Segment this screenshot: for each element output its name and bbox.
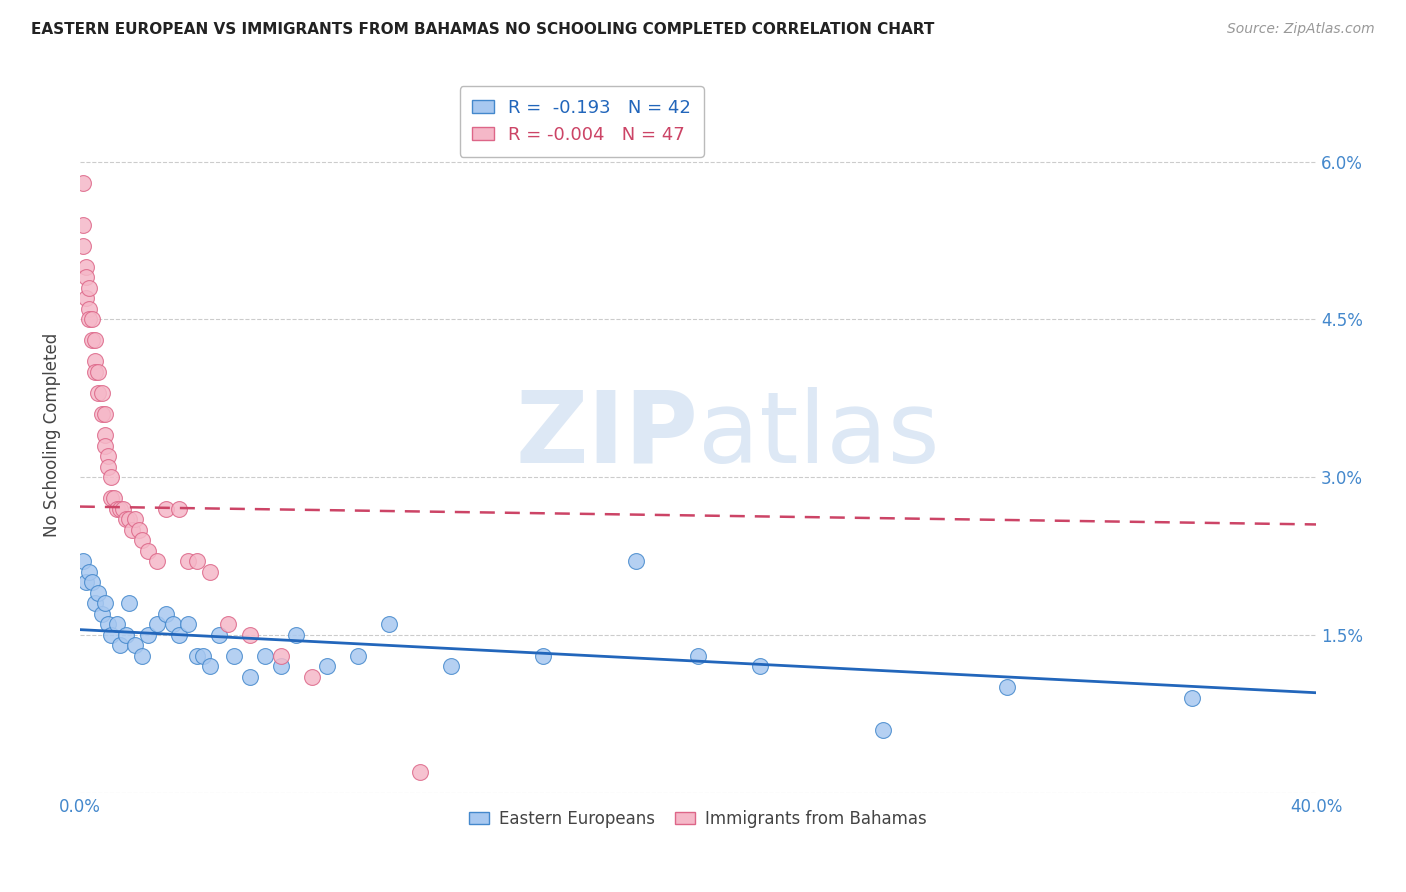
- Point: [316, 659, 339, 673]
- Point: [136, 628, 159, 642]
- Text: atlas: atlas: [697, 386, 939, 483]
- Point: [128, 523, 150, 537]
- Point: [103, 491, 125, 505]
- Point: [177, 617, 200, 632]
- Point: [155, 607, 177, 621]
- Point: [186, 554, 208, 568]
- Point: [378, 617, 401, 632]
- Point: [75, 291, 97, 305]
- Point: [90, 607, 112, 621]
- Point: [115, 628, 138, 642]
- Point: [167, 501, 190, 516]
- Legend: Eastern Europeans, Immigrants from Bahamas: Eastern Europeans, Immigrants from Baham…: [463, 803, 934, 834]
- Point: [217, 617, 239, 632]
- Point: [82, 575, 104, 590]
- Point: [77, 565, 100, 579]
- Point: [198, 565, 221, 579]
- Point: [84, 354, 107, 368]
- Point: [84, 365, 107, 379]
- Point: [270, 659, 292, 673]
- Point: [75, 575, 97, 590]
- Point: [224, 648, 246, 663]
- Point: [87, 586, 110, 600]
- Text: Source: ZipAtlas.com: Source: ZipAtlas.com: [1227, 22, 1375, 37]
- Point: [72, 554, 94, 568]
- Point: [686, 648, 709, 663]
- Point: [121, 523, 143, 537]
- Point: [186, 648, 208, 663]
- Point: [72, 176, 94, 190]
- Point: [82, 312, 104, 326]
- Point: [82, 334, 104, 348]
- Point: [118, 512, 141, 526]
- Point: [84, 334, 107, 348]
- Point: [100, 470, 122, 484]
- Point: [239, 628, 262, 642]
- Point: [84, 596, 107, 610]
- Point: [77, 312, 100, 326]
- Point: [440, 659, 463, 673]
- Point: [105, 501, 128, 516]
- Point: [285, 628, 308, 642]
- Point: [155, 501, 177, 516]
- Point: [301, 670, 323, 684]
- Point: [254, 648, 277, 663]
- Point: [124, 512, 146, 526]
- Point: [112, 501, 135, 516]
- Point: [995, 681, 1018, 695]
- Point: [90, 386, 112, 401]
- Point: [108, 501, 131, 516]
- Point: [208, 628, 231, 642]
- Point: [270, 648, 292, 663]
- Point: [115, 512, 138, 526]
- Point: [108, 639, 131, 653]
- Point: [239, 670, 262, 684]
- Point: [198, 659, 221, 673]
- Point: [90, 407, 112, 421]
- Point: [533, 648, 555, 663]
- Point: [131, 533, 153, 548]
- Point: [146, 554, 169, 568]
- Point: [72, 238, 94, 252]
- Point: [87, 365, 110, 379]
- Point: [75, 260, 97, 274]
- Point: [162, 617, 184, 632]
- Point: [1181, 691, 1204, 706]
- Point: [409, 764, 432, 779]
- Point: [75, 270, 97, 285]
- Point: [93, 596, 115, 610]
- Point: [97, 459, 120, 474]
- Point: [97, 617, 120, 632]
- Text: EASTERN EUROPEAN VS IMMIGRANTS FROM BAHAMAS NO SCHOOLING COMPLETED CORRELATION C: EASTERN EUROPEAN VS IMMIGRANTS FROM BAHA…: [31, 22, 935, 37]
- Point: [100, 628, 122, 642]
- Point: [193, 648, 215, 663]
- Point: [124, 639, 146, 653]
- Point: [87, 386, 110, 401]
- Point: [177, 554, 200, 568]
- Text: ZIP: ZIP: [515, 386, 697, 483]
- Y-axis label: No Schooling Completed: No Schooling Completed: [44, 333, 60, 537]
- Point: [77, 281, 100, 295]
- Point: [118, 596, 141, 610]
- Point: [77, 301, 100, 316]
- Point: [72, 218, 94, 232]
- Point: [748, 659, 770, 673]
- Point: [872, 723, 894, 737]
- Point: [100, 491, 122, 505]
- Point: [146, 617, 169, 632]
- Point: [347, 648, 370, 663]
- Point: [624, 554, 647, 568]
- Point: [105, 617, 128, 632]
- Point: [93, 439, 115, 453]
- Point: [93, 407, 115, 421]
- Point: [131, 648, 153, 663]
- Point: [97, 449, 120, 463]
- Point: [93, 428, 115, 442]
- Point: [136, 543, 159, 558]
- Point: [167, 628, 190, 642]
